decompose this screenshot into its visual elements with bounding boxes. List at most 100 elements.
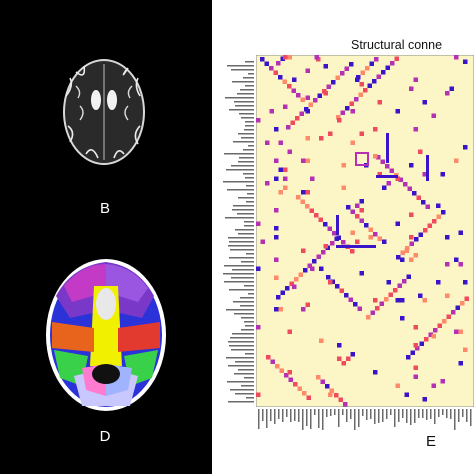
column-tick-mark: [370, 409, 372, 419]
row-tick-mark: [246, 253, 254, 255]
column-tick-mark: [298, 409, 300, 422]
row-tick-mark: [241, 317, 254, 319]
matrix-cell: [349, 62, 354, 67]
row-tick-mark: [244, 221, 254, 223]
matrix-cell: [422, 100, 427, 105]
matrix-cell: [300, 199, 305, 204]
row-tick-mark: [229, 289, 254, 291]
matrix-cell: [368, 235, 373, 240]
matrix-cell: [256, 325, 261, 330]
matrix-cell: [340, 110, 345, 115]
matrix-cell: [266, 355, 271, 360]
row-tick-mark: [226, 309, 254, 311]
matrix-cell: [292, 77, 297, 82]
row-tick-mark: [233, 301, 254, 303]
matrix-cell: [284, 373, 289, 378]
matrix-cell: [275, 364, 280, 369]
matrix-cell: [413, 374, 418, 379]
matrix-cell: [395, 298, 400, 303]
matrix-cell: [414, 237, 419, 242]
row-tick-mark: [244, 129, 254, 131]
matrix-cell: [287, 149, 292, 154]
matrix-cell: [415, 346, 420, 351]
matrix-cell: [350, 352, 355, 357]
matrix-cell: [359, 208, 364, 213]
matrix-cell: [274, 275, 279, 280]
row-tick-mark: [243, 149, 254, 151]
matrix-cell: [330, 279, 335, 284]
row-tick-mark: [245, 121, 254, 123]
matrix-cell: [337, 118, 342, 123]
matrix-cell: [421, 200, 426, 205]
matrix-cell: [297, 386, 302, 391]
matrix-cell: [307, 263, 312, 268]
matrix-cell: [305, 158, 310, 163]
row-tick-mark: [227, 189, 254, 191]
matrix-cell: [336, 245, 376, 248]
matrix-cell: [422, 172, 427, 177]
column-tick-mark: [318, 409, 320, 428]
column-tick-mark: [366, 409, 368, 420]
matrix-cell: [274, 307, 279, 312]
column-tick-mark: [446, 409, 448, 418]
matrix-cell: [279, 368, 284, 373]
panel-label-e: E: [426, 433, 437, 450]
matrix-cell: [345, 106, 350, 111]
matrix-cell: [344, 293, 349, 298]
matrix-cell: [409, 257, 414, 262]
column-tick-mark: [322, 409, 324, 430]
matrix-cell: [338, 397, 343, 402]
column-tick-mark: [450, 409, 452, 419]
column-tick-mark: [390, 409, 392, 415]
matrix-cell: [388, 292, 393, 297]
matrix-cell: [346, 205, 351, 210]
matrix-cell: [260, 239, 265, 244]
matrix-cell: [400, 298, 405, 303]
row-tick-mark: [248, 293, 254, 295]
column-tick-mark: [306, 409, 308, 426]
matrix-cell: [395, 221, 400, 226]
matrix-cell: [431, 113, 436, 118]
column-tick-mark: [362, 409, 364, 416]
matrix-cell: [303, 268, 308, 273]
matrix-cell: [341, 240, 346, 245]
row-tick-mark: [228, 245, 254, 247]
matrix-cell: [274, 226, 279, 231]
row-tick-mark: [238, 233, 254, 235]
matrix-cell: [449, 86, 454, 91]
row-tick-mark: [244, 285, 254, 287]
column-tick-mark: [354, 409, 356, 430]
row-tick-mark: [240, 297, 254, 299]
matrix-cell: [441, 210, 446, 215]
matrix-cell: [437, 323, 442, 328]
matrix-cell: [292, 284, 297, 289]
matrix-cell: [314, 213, 319, 218]
matrix-cell: [454, 158, 459, 163]
left-image-panel: B D: [0, 0, 212, 474]
row-tick-mark: [235, 361, 254, 363]
column-tick-mark: [410, 409, 412, 425]
matrix-cell: [355, 214, 360, 219]
matrix-cell: [337, 356, 342, 361]
matrix-cell: [317, 93, 322, 98]
row-tick-mark: [223, 273, 254, 275]
matrix-cell: [256, 392, 261, 397]
matrix-cell: [424, 337, 429, 342]
matrix-cell: [269, 109, 274, 114]
column-tick-mark: [398, 409, 400, 422]
matrix-cell: [364, 223, 369, 228]
row-tick-mark: [235, 105, 254, 107]
matrix-cell: [283, 176, 288, 181]
matrix-cell: [353, 302, 358, 307]
matrix-cell: [341, 163, 346, 168]
matrix-cell: [301, 307, 306, 312]
column-tick-mark: [426, 409, 428, 420]
matrix-cell: [436, 203, 441, 208]
matrix-cell: [422, 397, 427, 402]
matrix-cell: [357, 306, 362, 311]
row-tick-mark: [245, 353, 254, 355]
matrix-cell: [398, 177, 403, 182]
row-tick-mark: [243, 173, 254, 175]
row-tick-mark: [240, 89, 254, 91]
matrix-cell: [278, 140, 283, 145]
